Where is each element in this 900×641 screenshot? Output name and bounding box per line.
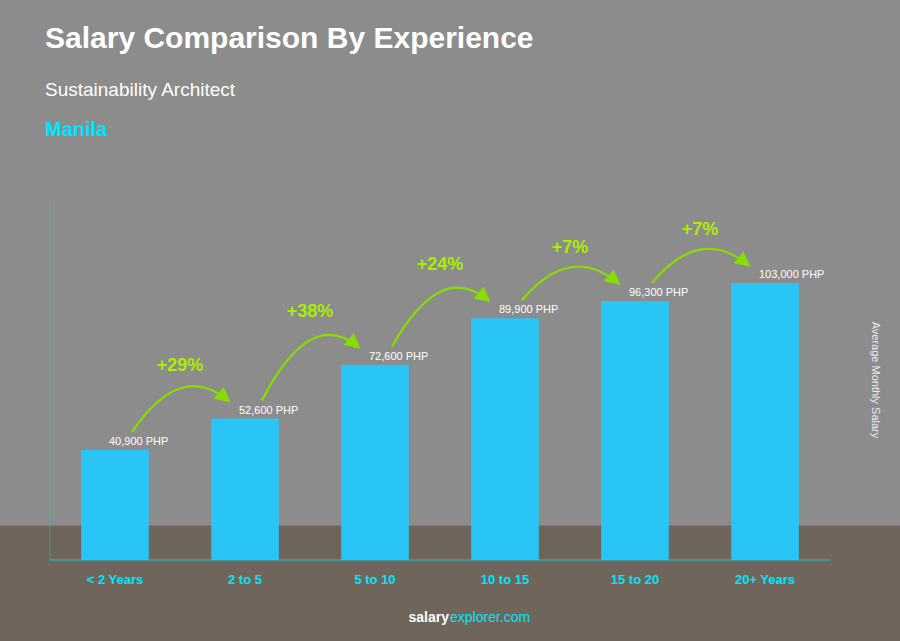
data-label: 40,900 PHP <box>109 435 168 447</box>
x-tick-label: 15 to 20 <box>611 572 659 587</box>
footer: salary <box>409 609 450 625</box>
bar <box>341 365 409 560</box>
city: Manila <box>45 118 108 140</box>
bar <box>731 283 799 560</box>
x-tick-label: 2 to 5 <box>228 572 262 587</box>
change-label: +24% <box>417 254 464 274</box>
y-axis-line <box>50 200 51 560</box>
data-label: 72,600 PHP <box>369 350 428 362</box>
change-arrow <box>652 249 748 283</box>
bar <box>471 318 539 560</box>
bars <box>81 283 799 560</box>
data-label: 89,900 PHP <box>499 303 558 315</box>
footer: explorer.com <box>450 609 530 625</box>
bar <box>211 419 279 560</box>
change-label: +7% <box>682 219 719 239</box>
change-label: +7% <box>552 237 589 257</box>
title: Salary Comparison By Experience <box>45 21 534 54</box>
x-axis-line <box>50 559 830 561</box>
bar <box>601 301 669 560</box>
data-label: 96,300 PHP <box>629 286 688 298</box>
data-label: 52,600 PHP <box>239 404 298 416</box>
x-tick-label: 5 to 10 <box>354 572 395 587</box>
change-arrow <box>522 267 618 301</box>
y-axis-label: Average Monthly Salary <box>870 322 882 439</box>
change-label: +38% <box>287 301 334 321</box>
bar <box>81 450 149 560</box>
chart: Salary Comparison By Experience Sustainab… <box>0 0 900 641</box>
x-tick-label: 10 to 15 <box>481 572 529 587</box>
x-tick-label: 20+ Years <box>735 572 795 587</box>
change-arrow <box>132 386 228 432</box>
data-label: 103,000 PHP <box>759 268 824 280</box>
background <box>0 0 900 641</box>
x-tick-label: < 2 Years <box>87 572 144 587</box>
change-label: +29% <box>157 355 204 375</box>
subtitle: Sustainability Architect <box>45 79 236 100</box>
change-arrow <box>392 288 488 347</box>
change-arrow <box>262 335 358 401</box>
